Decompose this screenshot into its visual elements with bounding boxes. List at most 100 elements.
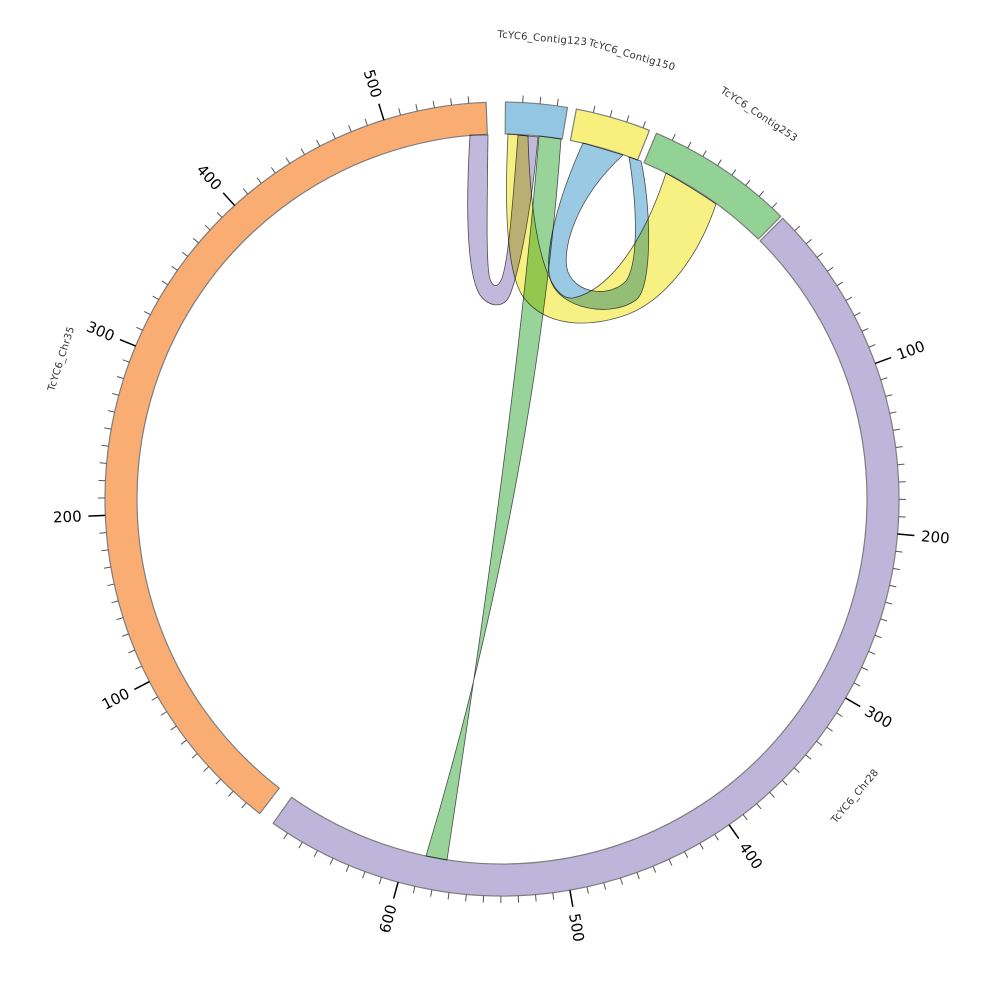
axis-tick bbox=[398, 108, 402, 116]
axis-tick bbox=[556, 98, 559, 106]
segment-arc-TcYC6_Chr28 bbox=[272, 217, 900, 897]
segment-arc-TcYC6_Contig123 bbox=[504, 101, 569, 140]
segment-name-TcYC6_Chr28: TcYC6_Chr28 bbox=[829, 767, 881, 826]
axis-tick bbox=[745, 179, 751, 186]
axis-tick bbox=[671, 133, 676, 141]
axis-leader-TcYC6_Chr35-100 bbox=[134, 680, 150, 691]
axis-tick bbox=[742, 814, 748, 821]
axis-tick bbox=[111, 392, 119, 396]
axis-tick bbox=[758, 190, 765, 197]
axis-tick bbox=[450, 98, 453, 106]
axis-tick bbox=[242, 188, 249, 195]
axis-tick bbox=[378, 877, 382, 885]
segment-name-TcYC6_Chr35: TcYC6_Chr35 bbox=[46, 325, 77, 393]
axis-tick bbox=[889, 584, 897, 588]
axis-leader-TcYC6_Chr35-200 bbox=[88, 514, 106, 517]
axis-tick bbox=[465, 894, 467, 902]
axis-tick bbox=[107, 583, 115, 587]
axis-labels: TcYC6_Contig123 TcYC6_Contig150 TcYC6_Cont… bbox=[46, 29, 950, 943]
axis-tick bbox=[329, 858, 334, 865]
axis-tick bbox=[609, 110, 613, 118]
axis-tick bbox=[215, 778, 222, 785]
axis-label-TcYC6_Chr28-300: 300 bbox=[861, 702, 895, 732]
axis-tick bbox=[241, 802, 247, 809]
axis-label-TcYC6_Chr35-200: 200 bbox=[53, 507, 82, 526]
axis-tick bbox=[769, 791, 775, 798]
axis-tick bbox=[467, 96, 470, 104]
axis-leader-TcYC6_Chr28-100 bbox=[874, 356, 892, 365]
axis-tick bbox=[170, 725, 177, 731]
axis-tick bbox=[684, 851, 689, 858]
axis-tick bbox=[99, 462, 107, 464]
axis-tick bbox=[362, 871, 366, 879]
axis-label-TcYC6_Chr28-400: 400 bbox=[735, 839, 766, 873]
axis-tick bbox=[203, 766, 210, 772]
axis-tick bbox=[107, 410, 115, 413]
axis-tick bbox=[714, 834, 719, 841]
axis-tick bbox=[816, 740, 823, 746]
axis-tick bbox=[805, 238, 812, 245]
axis-tick bbox=[136, 326, 143, 331]
axis-tick bbox=[412, 886, 416, 894]
axis-tick bbox=[652, 865, 657, 873]
axis-label-TcYC6_Chr28-100: 100 bbox=[894, 337, 927, 364]
axis-tick bbox=[204, 224, 211, 231]
axis-label-TcYC6_Chr35-500: 500 bbox=[360, 67, 386, 100]
axis-tick bbox=[892, 428, 900, 431]
axis-tick bbox=[874, 634, 882, 639]
axis-tick bbox=[895, 550, 903, 553]
axis-label-TcYC6_Chr28-500: 500 bbox=[565, 912, 588, 943]
axis-tick bbox=[432, 100, 435, 108]
axis-tick bbox=[101, 549, 109, 552]
axis-tick bbox=[826, 266, 834, 272]
axis-tick bbox=[160, 711, 168, 716]
axis-tick bbox=[345, 865, 350, 872]
axis-tick bbox=[116, 376, 124, 380]
axis-tick bbox=[116, 617, 124, 621]
axis-tick bbox=[535, 894, 537, 902]
axis-tick bbox=[121, 633, 129, 637]
segment-arcs bbox=[104, 101, 900, 897]
axis-tick bbox=[880, 377, 888, 381]
axis-tick bbox=[781, 779, 788, 786]
axis-tick bbox=[228, 790, 234, 797]
axis-tick bbox=[731, 169, 737, 176]
ribbon-contig123-chr28 bbox=[425, 135, 562, 861]
axis-tick bbox=[270, 167, 276, 174]
axis-tick bbox=[687, 141, 692, 149]
axis-tick bbox=[128, 649, 136, 654]
segment-arc-TcYC6_Chr35 bbox=[104, 101, 488, 815]
axis-tick bbox=[99, 532, 107, 534]
axis-label-TcYC6_Chr28-600: 600 bbox=[376, 903, 401, 935]
segment-name-TcYC6_Contig253: TcYC6_Contig253 bbox=[717, 85, 799, 145]
axis-label-TcYC6_Chr35-100: 100 bbox=[99, 684, 133, 713]
axis-leader-TcYC6_Chr28-600 bbox=[392, 881, 399, 899]
axis-tick bbox=[216, 212, 223, 218]
axis-tick bbox=[702, 150, 707, 157]
axis-tick bbox=[192, 238, 199, 244]
axis-ticks bbox=[88, 95, 915, 908]
axis-tick bbox=[151, 696, 159, 701]
axis-tick bbox=[331, 132, 336, 139]
axis-tick bbox=[836, 281, 844, 287]
axis-tick bbox=[348, 125, 352, 132]
axis-tick bbox=[771, 202, 778, 209]
axis-tick bbox=[699, 842, 704, 850]
axis-tick bbox=[256, 177, 262, 184]
axis-tick bbox=[793, 767, 800, 773]
axis-tick bbox=[415, 104, 418, 112]
axis-tick bbox=[143, 311, 151, 316]
axis-leader-TcYC6_Chr28-300 bbox=[845, 697, 861, 708]
axis-tick bbox=[897, 463, 905, 466]
axis-tick bbox=[313, 850, 318, 857]
axis-label-TcYC6_Chr35-400: 400 bbox=[193, 161, 226, 194]
segment-name-TcYC6_Contig150: TcYC6_Contig150 bbox=[586, 37, 676, 73]
axis-tick bbox=[895, 446, 903, 448]
axis-tick bbox=[181, 251, 189, 257]
axis-leader-TcYC6_Chr35-500 bbox=[378, 103, 385, 121]
axis-tick bbox=[816, 252, 823, 258]
axis-tick bbox=[892, 567, 900, 571]
axis-tick bbox=[364, 118, 368, 126]
axis-tick bbox=[868, 650, 876, 655]
